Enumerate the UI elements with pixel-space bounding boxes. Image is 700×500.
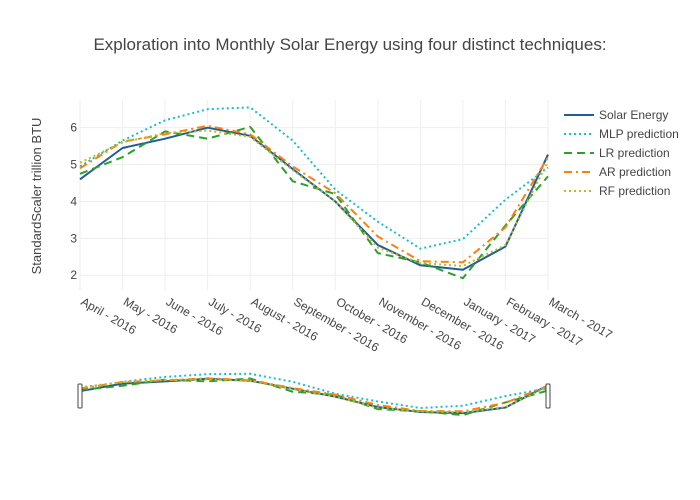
legend-label-mlp-prediction: MLP prediction [599, 127, 679, 141]
series-line-lr-prediction[interactable] [79, 125, 549, 280]
series-line-rf-prediction[interactable] [79, 129, 549, 267]
data-point-mlp-prediction[interactable] [162, 117, 168, 123]
data-point-ar-prediction[interactable] [502, 224, 508, 230]
legend: Solar Energy MLP prediction LR prediction A… [564, 108, 679, 198]
y-axis-title: StandardScaler trillion BTU [29, 118, 44, 275]
data-point-mlp-prediction[interactable] [247, 104, 253, 110]
data-point-mlp-prediction[interactable] [460, 236, 466, 242]
grid [79, 100, 549, 290]
y-axis-ticks: 2 3 4 5 6 [70, 121, 77, 283]
range-slider-line-rf-prediction [79, 378, 549, 414]
legend-label-lr-prediction: LR prediction [599, 146, 670, 160]
series-line-solar-energy[interactable] [79, 126, 549, 271]
y-tick-label: 4 [70, 194, 77, 208]
data-point-mlp-prediction[interactable] [375, 219, 381, 225]
data-point-rf-prediction[interactable] [460, 263, 466, 269]
data-point-rf-prediction[interactable] [120, 139, 126, 145]
data-point-rf-prediction[interactable] [162, 130, 168, 136]
data-point-ar-prediction[interactable] [332, 190, 338, 196]
y-tick-label: 2 [70, 268, 77, 282]
plot-area[interactable] [77, 104, 551, 281]
data-point-lr-prediction[interactable] [120, 154, 126, 160]
data-point-ar-prediction[interactable] [77, 165, 83, 171]
legend-label-solar-energy: Solar Energy [599, 108, 668, 122]
range-slider-background [80, 366, 548, 424]
data-point-lr-prediction[interactable] [77, 171, 83, 177]
data-point-rf-prediction[interactable] [77, 160, 83, 166]
data-point-ar-prediction[interactable] [375, 234, 381, 240]
y-tick-label: 5 [70, 158, 77, 172]
data-point-rf-prediction[interactable] [247, 134, 253, 140]
data-point-mlp-prediction[interactable] [290, 138, 296, 144]
data-point-lr-prediction[interactable] [545, 173, 551, 179]
data-point-lr-prediction[interactable] [290, 178, 296, 184]
range-slider-line-ar-prediction [79, 377, 549, 413]
series-line-mlp-prediction[interactable] [79, 106, 549, 250]
data-point-lr-prediction[interactable] [247, 124, 253, 130]
range-slider-handle-left[interactable] [77, 383, 83, 409]
data-point-lr-prediction[interactable] [375, 250, 381, 256]
y-tick-label: 3 [70, 231, 77, 245]
range-slider-handle-right[interactable] [545, 383, 551, 409]
data-point-rf-prediction[interactable] [502, 242, 508, 248]
range-slider[interactable] [77, 366, 551, 424]
data-point-rf-prediction[interactable] [375, 245, 381, 251]
data-point-solar-energy[interactable] [120, 145, 126, 151]
legend-label-rf-prediction: RF prediction [599, 184, 670, 198]
data-point-mlp-prediction[interactable] [502, 197, 508, 203]
data-point-rf-prediction[interactable] [332, 198, 338, 204]
chart-title: Exploration into Monthly Solar Energy us… [93, 35, 606, 54]
data-point-rf-prediction[interactable] [417, 260, 423, 266]
range-slider-line-mlp-prediction [79, 372, 549, 410]
series-line-ar-prediction[interactable] [79, 124, 549, 264]
legend-label-ar-prediction: AR prediction [599, 165, 671, 179]
data-point-rf-prediction[interactable] [290, 167, 296, 173]
data-point-mlp-prediction[interactable] [205, 106, 211, 112]
data-point-rf-prediction[interactable] [545, 159, 551, 165]
data-point-mlp-prediction[interactable] [417, 246, 423, 252]
y-tick-label: 6 [70, 121, 77, 135]
data-point-lr-prediction[interactable] [460, 275, 466, 281]
data-point-solar-energy[interactable] [77, 176, 83, 182]
data-point-rf-prediction[interactable] [205, 128, 211, 134]
data-point-lr-prediction[interactable] [205, 136, 211, 142]
